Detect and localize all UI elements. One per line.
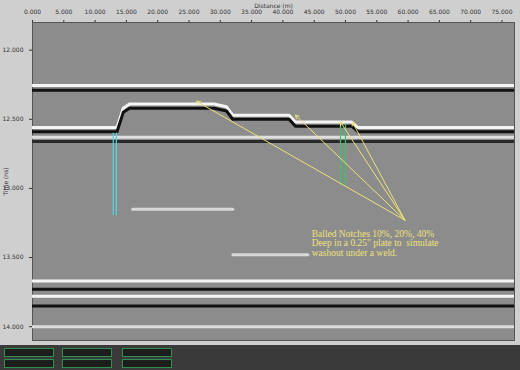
svg-text:25.000: 25.000 [178,8,199,15]
svg-text:14.000: 14.000 [3,323,24,330]
svg-text:50.000: 50.000 [335,8,356,15]
svg-text:5.000: 5.000 [55,8,72,15]
svg-text:12.000: 12.000 [3,46,24,53]
svg-text:13.000: 13.000 [2,184,24,192]
svg-text:45.000: 45.000 [304,8,325,15]
svg-text:70.000: 70.000 [460,8,481,15]
svg-text:12.500: 12.500 [3,115,24,122]
svg-text:15.000: 15.000 [116,8,137,15]
svg-text:60.000: 60.000 [398,8,419,15]
svg-text:35.000: 35.000 [241,7,263,15]
svg-text:0.000: 0.000 [24,8,41,15]
svg-text:20.000: 20.000 [147,8,168,15]
svg-text:13.500: 13.500 [3,253,24,260]
svg-text:40.000: 40.000 [272,7,294,15]
svg-text:10.000: 10.000 [85,8,106,15]
svg-text:30.000: 30.000 [210,8,231,15]
svg-text:Distance (m): Distance (m) [254,2,293,9]
svg-text:75.000: 75.000 [491,8,512,15]
svg-text:Time (ns): Time (ns) [2,167,9,196]
svg-text:55.000: 55.000 [366,8,387,15]
svg-text:65.000: 65.000 [429,8,450,15]
svg-text:Balled Notches 10%, 20%, 40%De: Balled Notches 10%, 20%, 40%Deep in a 0.… [312,229,439,258]
